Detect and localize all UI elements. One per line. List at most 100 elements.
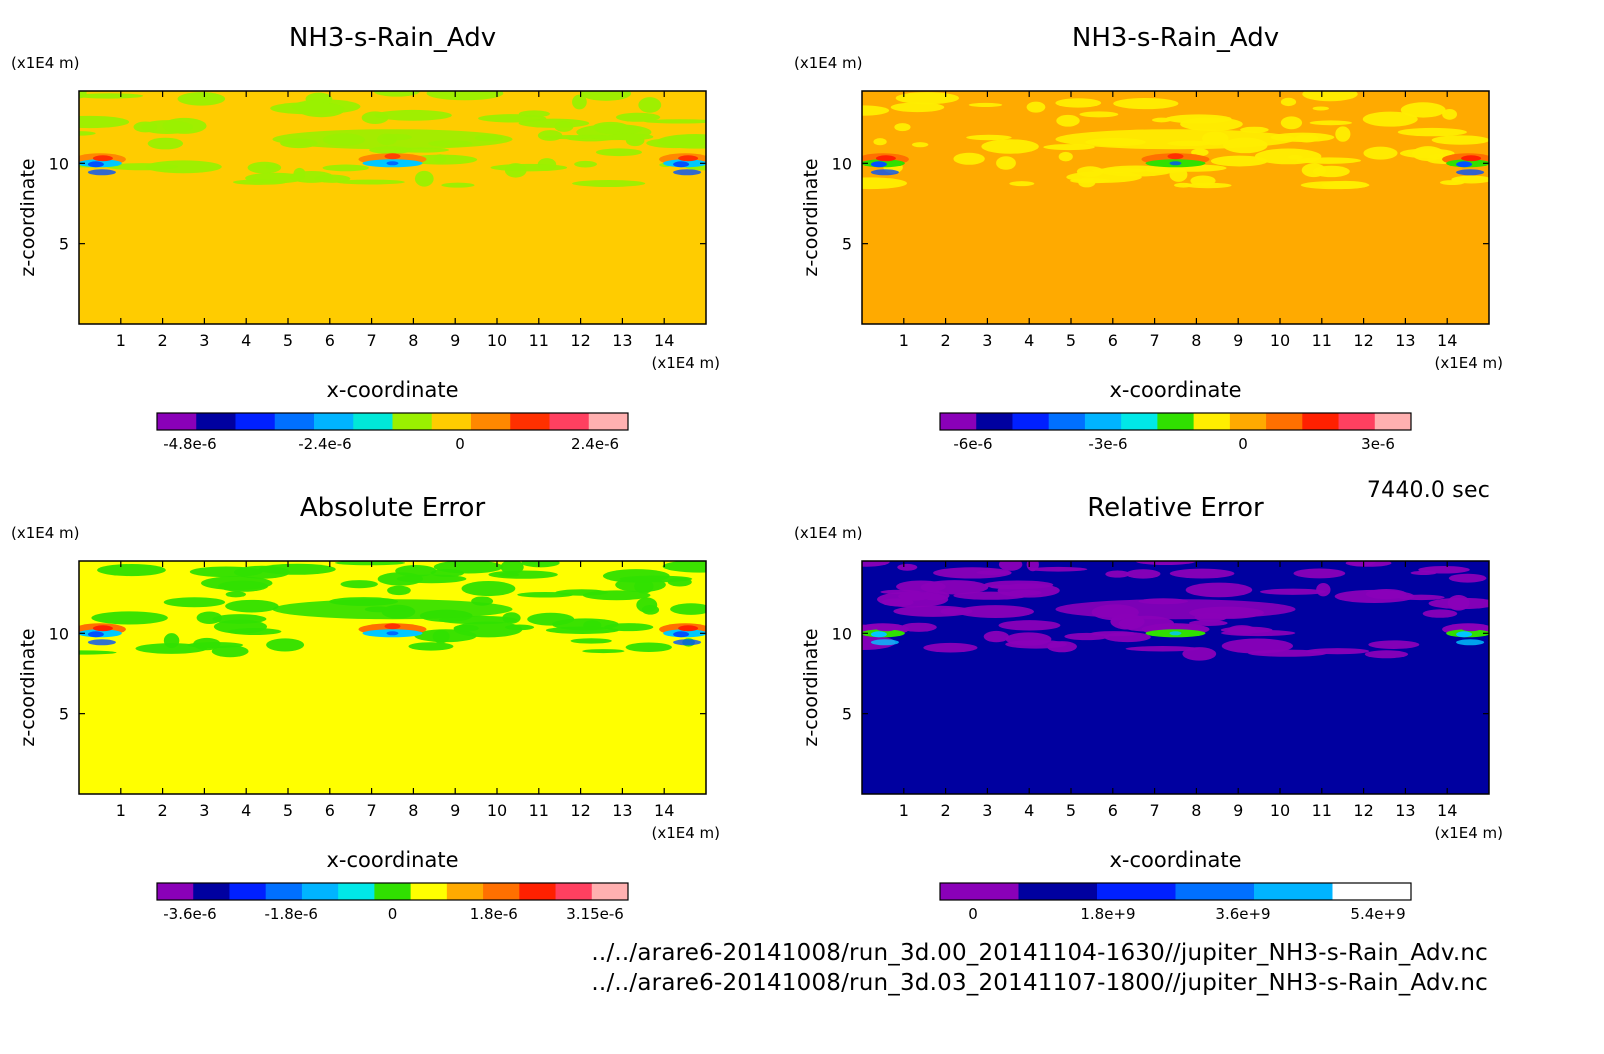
heatmap-patch	[374, 109, 452, 121]
heatmap-patch	[582, 590, 651, 601]
heatmap-feature	[384, 153, 401, 160]
x-tick-label: 5	[1066, 801, 1076, 820]
x-tick-label: 13	[1395, 331, 1415, 350]
heatmap-patch	[1280, 116, 1303, 130]
heatmap-patch	[1009, 181, 1035, 187]
heatmap-patch	[570, 638, 612, 644]
heatmap-patch	[551, 618, 619, 631]
heatmap-patch	[1302, 91, 1358, 102]
colorbar-swatch	[1332, 883, 1412, 900]
heatmap-patch	[211, 645, 249, 658]
heatmap-patch	[1368, 640, 1420, 649]
plot-frame	[78, 90, 707, 325]
heatmap-feature	[87, 161, 104, 168]
x-tick-label: 7	[1150, 331, 1160, 350]
colorbar-frame	[156, 412, 629, 431]
colorbar-tick-label: -1.8e-6	[265, 905, 318, 923]
heatmap-patch	[1191, 148, 1209, 157]
colorbar-swatch	[1175, 883, 1255, 900]
colorbar-swatch	[483, 883, 520, 900]
heatmap-patch	[1335, 126, 1351, 142]
heatmap-patch	[213, 619, 267, 634]
heatmap-patch	[1078, 177, 1096, 188]
heatmap-feature	[87, 639, 116, 646]
heatmap-patch	[966, 134, 1012, 141]
y-tick-label: 10	[832, 624, 852, 643]
x-tick-label: 10	[487, 331, 507, 350]
heatmap-feature	[678, 155, 699, 162]
heatmap-patch	[670, 603, 706, 615]
y-unit-label: (x1E4 m)	[794, 54, 863, 72]
y-unit-label: (x1E4 m)	[794, 524, 863, 542]
colorbar-swatch	[1048, 413, 1086, 430]
heatmap-patch	[1254, 148, 1322, 165]
heatmap-patch	[897, 563, 918, 571]
colorbar-tick-label: -3.6e-6	[163, 905, 216, 923]
heatmap-patch	[657, 134, 706, 149]
heatmap-feature	[875, 625, 896, 632]
heatmap-patch	[1428, 597, 1489, 610]
heatmap-patch	[1397, 127, 1467, 137]
heatmap-patch	[1448, 573, 1487, 583]
heatmap-feature	[1456, 161, 1473, 168]
heatmap-patch	[438, 615, 518, 625]
heatmap-feature	[1167, 153, 1184, 160]
heatmap-patch	[1056, 114, 1080, 127]
colorbar-swatch	[1254, 883, 1333, 900]
colorbar-tick-label: 3.15e-6	[566, 905, 624, 923]
heatmap-patch	[976, 570, 1012, 576]
heatmap-patch	[201, 576, 273, 591]
heatmap-patch	[79, 115, 130, 129]
colorbar-swatch	[338, 883, 375, 900]
heatmap-patch	[1135, 561, 1196, 566]
x-tick-label: 11	[1312, 331, 1332, 350]
heatmap-patch	[1364, 650, 1409, 659]
heatmap-patch	[521, 561, 560, 568]
colorbar-swatch	[1121, 413, 1158, 430]
x-tick-label: 4	[241, 801, 251, 820]
heatmap-patch	[1347, 561, 1376, 567]
heatmap-feature	[678, 625, 699, 632]
colorbar-swatch	[314, 413, 354, 430]
heatmap-patch	[1334, 589, 1415, 604]
heatmap-patch	[518, 118, 590, 128]
colorbar: -4.8e-6 -2.4e-6 0 2.4e-6	[156, 412, 629, 453]
x-tick-label: 7	[367, 331, 377, 350]
x-tick-label: 1	[899, 331, 909, 350]
x-tick-label: 11	[1312, 801, 1332, 820]
heatmap-patch	[133, 121, 158, 133]
y-tick-label: 10	[49, 624, 69, 643]
heatmap-patch	[1026, 561, 1039, 572]
heatmap-patch	[272, 599, 513, 620]
colorbar-tick-label: 1.8e+9	[1080, 905, 1135, 923]
heatmap-patch	[1043, 144, 1095, 151]
x-unit-label: (x1E4 m)	[651, 824, 720, 842]
heatmap-patch	[983, 630, 1009, 643]
heatmap-patch	[896, 580, 946, 593]
y-axis-label: z-coordinate	[800, 628, 822, 746]
x-tick-label: 12	[1353, 801, 1373, 820]
heatmap-patch	[322, 164, 369, 172]
x-tick-label: 5	[283, 331, 293, 350]
colorbar-tick-label: -6e-6	[953, 435, 992, 453]
x-tick-label: 2	[158, 331, 168, 350]
heatmap-patch	[1005, 639, 1068, 649]
heatmap-patch	[453, 624, 479, 632]
heatmap-patch	[890, 102, 945, 113]
heatmap-field	[862, 91, 1489, 324]
heatmap-feature	[870, 631, 887, 638]
colorbar-swatch	[374, 883, 412, 900]
y-unit-label: (x1E4 m)	[11, 54, 80, 72]
x-tick-label: 3	[199, 801, 209, 820]
heatmap-field	[79, 561, 706, 794]
heatmap-patch	[572, 179, 646, 187]
y-unit-label: (x1E4 m)	[11, 524, 80, 542]
x-tick-label: 7	[367, 801, 377, 820]
x-tick-label: 9	[1233, 331, 1243, 350]
heatmap-patch	[1363, 146, 1398, 160]
colorbar-tick-label: 5.4e+9	[1350, 905, 1405, 923]
colorbar-frame	[939, 412, 1412, 431]
